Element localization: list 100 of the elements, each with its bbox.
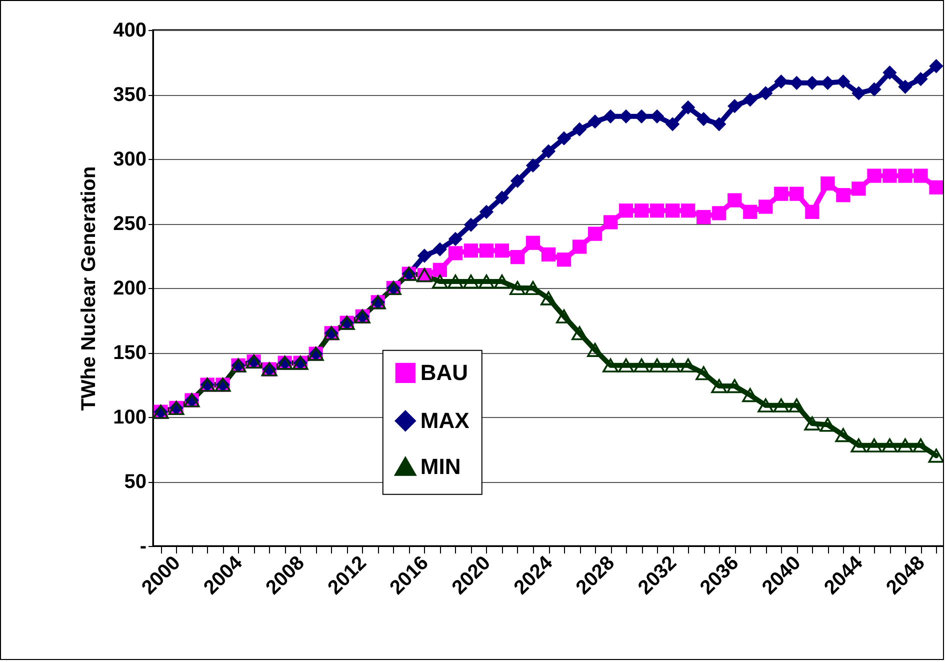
point: [928, 448, 943, 463]
point: [541, 144, 556, 158]
point: [805, 204, 820, 219]
point: [743, 204, 758, 219]
point: [464, 218, 478, 232]
point: [510, 174, 525, 188]
point: [866, 438, 882, 452]
point: [852, 86, 866, 100]
point: [929, 180, 943, 194]
point: [867, 82, 882, 96]
legend-label: BAU: [420, 360, 468, 385]
point: [882, 168, 897, 183]
point: [790, 186, 804, 201]
point: [728, 99, 742, 114]
point: [664, 358, 681, 372]
point: [914, 168, 928, 183]
point: [634, 204, 649, 218]
point: [711, 379, 728, 394]
y-tick-label: -: [140, 536, 146, 558]
point: [618, 358, 634, 372]
point: [448, 232, 463, 246]
point: [867, 168, 882, 183]
point: [526, 236, 540, 250]
point: [541, 247, 556, 262]
y-tick-label: 300: [113, 148, 146, 170]
point: [758, 398, 774, 412]
point: [650, 204, 664, 218]
legend-label: MAX: [420, 408, 470, 433]
point: [650, 109, 664, 124]
y-tick-label: 200: [113, 278, 146, 300]
point: [773, 398, 790, 412]
point: [510, 280, 526, 296]
point: [666, 117, 680, 132]
point: [479, 204, 494, 219]
point: [556, 131, 572, 146]
point: [897, 438, 914, 452]
point: [914, 72, 928, 86]
y-tick-label: 100: [113, 406, 146, 428]
point: [603, 215, 618, 230]
point: [464, 244, 478, 258]
point: [696, 210, 711, 224]
point: [526, 158, 540, 173]
point: [478, 274, 494, 289]
point: [681, 100, 696, 114]
point: [494, 190, 510, 205]
point: [758, 86, 773, 100]
point: [836, 188, 850, 202]
point: [525, 280, 541, 296]
point: [742, 388, 758, 402]
point: [850, 438, 867, 452]
point: [432, 262, 447, 278]
point: [448, 246, 463, 260]
point: [572, 240, 587, 254]
y-tick-label: 400: [113, 20, 146, 42]
point: [912, 438, 929, 452]
point: [588, 114, 602, 129]
point: [540, 291, 556, 306]
point: [572, 326, 588, 340]
point: [820, 176, 835, 191]
point: [417, 248, 432, 263]
point: [649, 358, 666, 372]
point: [479, 244, 494, 258]
y-tick-label: 250: [113, 213, 146, 235]
point: [634, 358, 650, 372]
point: [494, 274, 510, 289]
point: [774, 74, 788, 89]
point: [602, 358, 619, 372]
point: [572, 122, 587, 136]
point: [680, 358, 696, 372]
point: [681, 204, 696, 218]
point: [712, 206, 726, 220]
point: [712, 117, 726, 132]
point: [588, 226, 602, 241]
point: [788, 398, 805, 412]
point: [882, 66, 897, 80]
point: [898, 80, 912, 94]
point: [510, 250, 525, 264]
y-axis-title: TWhe Nuclear Generation: [78, 166, 100, 411]
point: [728, 193, 742, 208]
point: [820, 76, 835, 90]
point: [432, 242, 447, 256]
point: [556, 309, 572, 324]
point: [462, 274, 479, 289]
point: [666, 204, 680, 218]
point: [696, 112, 711, 126]
point: [774, 186, 788, 201]
point: [758, 200, 773, 214]
point: [898, 168, 912, 183]
point: [852, 182, 866, 196]
point: [494, 244, 510, 258]
y-tick-label: 50: [124, 471, 146, 493]
point: [726, 379, 743, 394]
point: [882, 438, 898, 452]
point: [432, 274, 448, 289]
legend-label: MIN: [420, 454, 461, 479]
point: [820, 418, 836, 432]
point: [836, 74, 850, 89]
point: [929, 59, 943, 74]
point: [447, 274, 464, 289]
point: [618, 204, 634, 218]
